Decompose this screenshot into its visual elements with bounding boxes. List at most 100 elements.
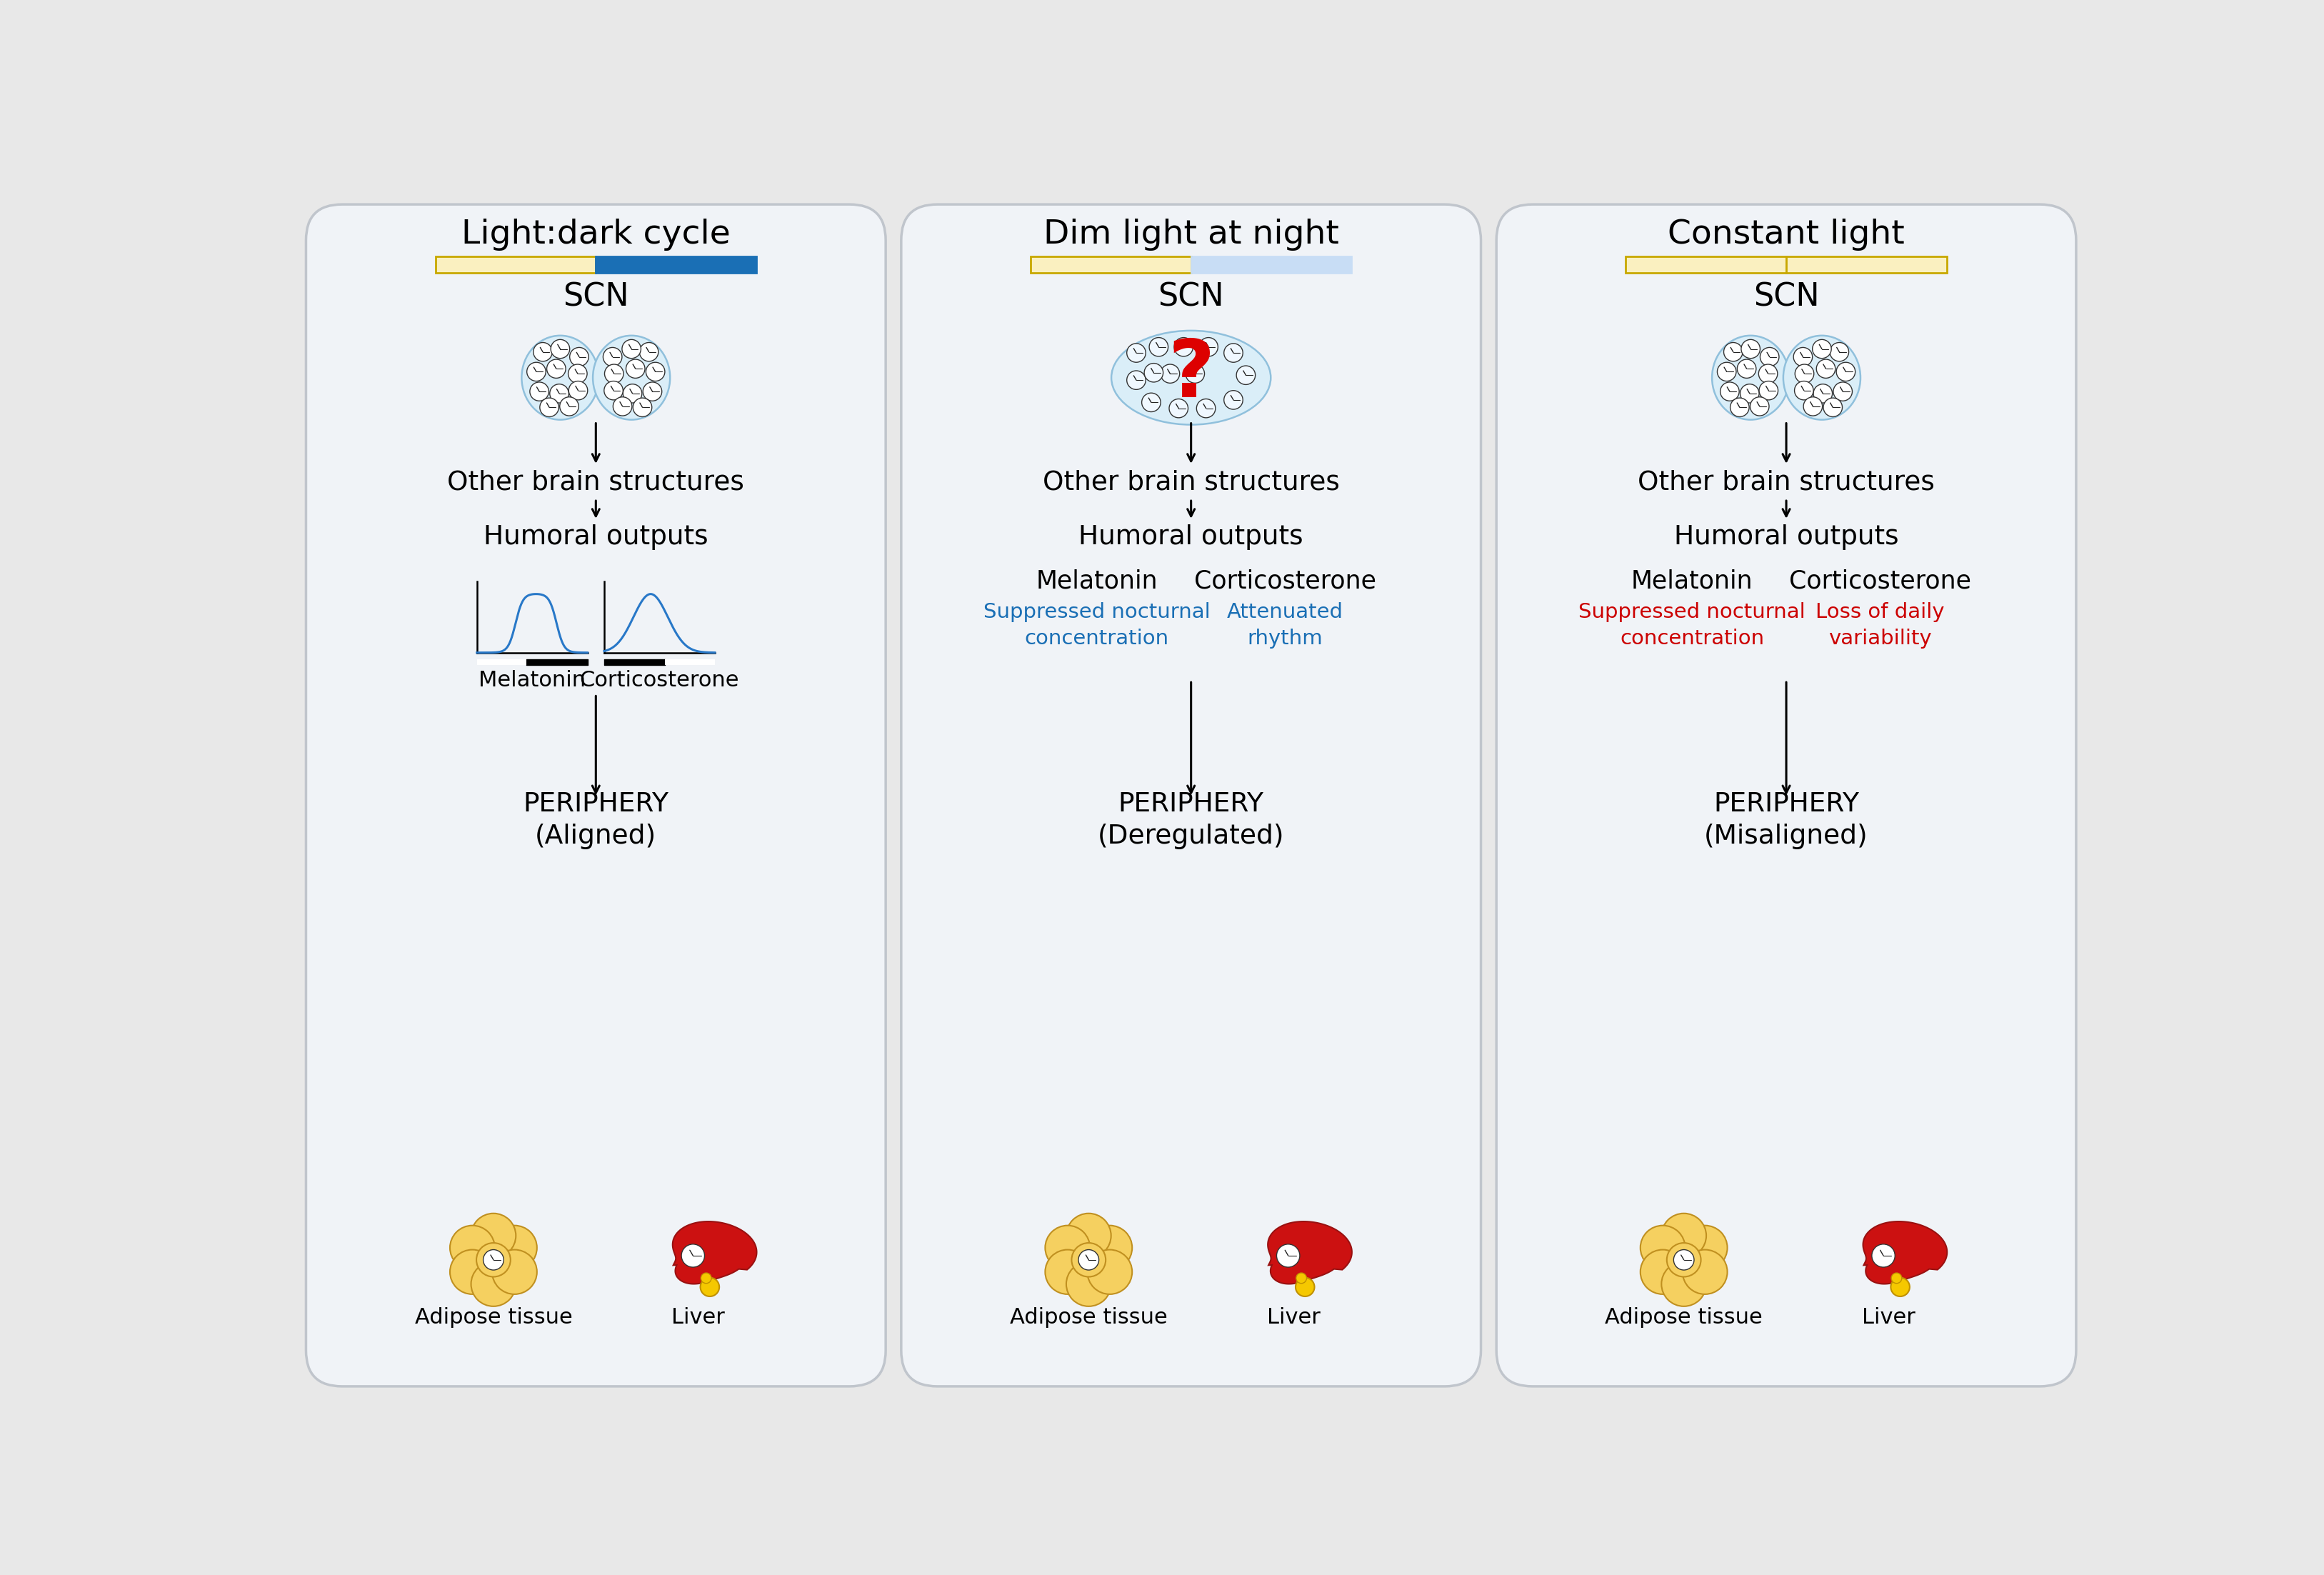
Circle shape — [1148, 337, 1169, 356]
Circle shape — [639, 342, 658, 361]
Ellipse shape — [521, 335, 600, 419]
Ellipse shape — [1713, 335, 1789, 419]
Circle shape — [1071, 1243, 1106, 1277]
Circle shape — [1892, 1273, 1901, 1284]
Text: Melatonin: Melatonin — [1037, 569, 1157, 594]
Circle shape — [569, 381, 588, 400]
Circle shape — [623, 384, 641, 403]
Circle shape — [1662, 1213, 1706, 1258]
Circle shape — [1683, 1249, 1727, 1295]
Circle shape — [528, 362, 546, 381]
Circle shape — [625, 359, 646, 378]
Circle shape — [1824, 398, 1843, 417]
Circle shape — [451, 1249, 495, 1295]
Text: Corticosterone: Corticosterone — [579, 671, 739, 691]
Circle shape — [472, 1213, 516, 1258]
Circle shape — [532, 342, 553, 361]
Bar — [435, 257, 595, 272]
Text: PERIPHERY
(Deregulated): PERIPHERY (Deregulated) — [1097, 791, 1285, 849]
Bar — [1190, 257, 1353, 272]
Circle shape — [1794, 348, 1813, 367]
Circle shape — [700, 1277, 720, 1296]
Circle shape — [1067, 1213, 1111, 1258]
Circle shape — [551, 340, 569, 359]
Text: ?: ? — [1167, 337, 1215, 414]
Circle shape — [1683, 1225, 1727, 1269]
Circle shape — [1834, 383, 1852, 402]
Circle shape — [1088, 1225, 1132, 1269]
Text: Corticosterone: Corticosterone — [1789, 569, 1971, 594]
Text: Dim light at night: Dim light at night — [1043, 219, 1339, 250]
Ellipse shape — [1111, 331, 1271, 425]
Circle shape — [551, 384, 569, 403]
Text: PERIPHERY
(Misaligned): PERIPHERY (Misaligned) — [1703, 791, 1868, 849]
Circle shape — [1741, 384, 1759, 403]
Circle shape — [1641, 1225, 1685, 1269]
Circle shape — [1836, 362, 1855, 381]
Circle shape — [1294, 1277, 1315, 1296]
Circle shape — [1088, 1249, 1132, 1295]
Circle shape — [1225, 391, 1243, 410]
Circle shape — [1160, 364, 1181, 383]
Circle shape — [1717, 362, 1736, 381]
Circle shape — [567, 364, 588, 383]
Ellipse shape — [593, 335, 669, 419]
Bar — [1627, 257, 1787, 272]
Circle shape — [1225, 343, 1243, 362]
Text: Adipose tissue: Adipose tissue — [1011, 1307, 1167, 1328]
Circle shape — [604, 364, 623, 383]
Circle shape — [1046, 1225, 1090, 1269]
Circle shape — [1729, 398, 1750, 417]
Circle shape — [476, 1243, 511, 1277]
Circle shape — [569, 348, 588, 367]
Circle shape — [1078, 1249, 1099, 1269]
Circle shape — [530, 383, 548, 402]
Circle shape — [539, 398, 558, 417]
Circle shape — [1803, 397, 1822, 416]
Circle shape — [1276, 1244, 1299, 1268]
Circle shape — [1750, 397, 1769, 416]
Circle shape — [632, 398, 653, 417]
Circle shape — [451, 1225, 495, 1269]
Circle shape — [1673, 1249, 1694, 1269]
Text: Attenuated
rhythm: Attenuated rhythm — [1227, 602, 1343, 649]
Circle shape — [614, 397, 632, 416]
Circle shape — [602, 348, 623, 367]
Circle shape — [560, 397, 579, 416]
Circle shape — [1829, 342, 1850, 361]
Circle shape — [1662, 1262, 1706, 1306]
Circle shape — [1641, 1249, 1685, 1295]
Circle shape — [644, 383, 662, 402]
Text: Constant light: Constant light — [1669, 219, 1906, 250]
Text: Liver: Liver — [672, 1307, 725, 1328]
Text: Loss of daily
variability: Loss of daily variability — [1815, 602, 1945, 649]
Circle shape — [1724, 342, 1743, 361]
FancyBboxPatch shape — [1497, 205, 2075, 1386]
Text: SCN: SCN — [562, 282, 630, 312]
Text: Humoral outputs: Humoral outputs — [1673, 524, 1899, 550]
Circle shape — [1067, 1262, 1111, 1306]
Text: PERIPHERY
(Aligned): PERIPHERY (Aligned) — [523, 791, 669, 849]
Bar — [1787, 257, 1948, 272]
Circle shape — [681, 1244, 704, 1268]
Circle shape — [702, 1273, 711, 1284]
Text: Other brain structures: Other brain structures — [1043, 469, 1339, 495]
Circle shape — [1741, 340, 1759, 359]
Text: Adipose tissue: Adipose tissue — [1606, 1307, 1762, 1328]
Text: Corticosterone: Corticosterone — [1195, 569, 1376, 594]
Circle shape — [1892, 1277, 1910, 1296]
Circle shape — [493, 1225, 537, 1269]
Circle shape — [1174, 337, 1192, 356]
Text: Melatonin: Melatonin — [1631, 569, 1752, 594]
Polygon shape — [672, 1222, 758, 1284]
Text: Humoral outputs: Humoral outputs — [1078, 524, 1304, 550]
Polygon shape — [1864, 1222, 1948, 1284]
Circle shape — [1236, 365, 1255, 384]
Circle shape — [1199, 337, 1218, 356]
Text: SCN: SCN — [1752, 282, 1820, 312]
Text: Liver: Liver — [1267, 1307, 1320, 1328]
Circle shape — [1813, 384, 1831, 403]
Text: Melatonin: Melatonin — [479, 671, 586, 691]
Circle shape — [1143, 364, 1162, 383]
Circle shape — [1197, 398, 1215, 417]
